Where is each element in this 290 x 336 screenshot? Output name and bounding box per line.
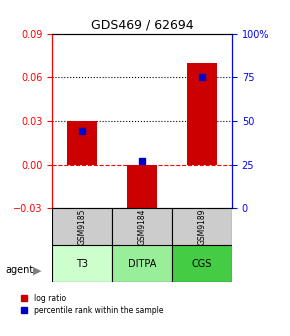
Title: GDS469 / 62694: GDS469 / 62694	[91, 18, 193, 31]
FancyBboxPatch shape	[172, 245, 232, 282]
Text: GSM9184: GSM9184	[137, 209, 147, 245]
Bar	[67, 121, 97, 165]
FancyBboxPatch shape	[112, 208, 172, 245]
FancyBboxPatch shape	[52, 245, 112, 282]
FancyBboxPatch shape	[172, 208, 232, 245]
Legend: log ratio, percentile rank within the sample: log ratio, percentile rank within the sa…	[18, 293, 165, 316]
FancyBboxPatch shape	[52, 208, 112, 245]
Text: ▶: ▶	[33, 265, 42, 276]
FancyBboxPatch shape	[112, 245, 172, 282]
Text: GSM9185: GSM9185	[78, 209, 87, 245]
Bar	[127, 165, 157, 216]
Text: agent: agent	[6, 265, 34, 276]
Bar	[187, 63, 217, 165]
Text: CGS: CGS	[192, 259, 212, 269]
Text: DITPA: DITPA	[128, 259, 156, 269]
Text: GSM9189: GSM9189	[197, 209, 206, 245]
Text: T3: T3	[76, 259, 88, 269]
